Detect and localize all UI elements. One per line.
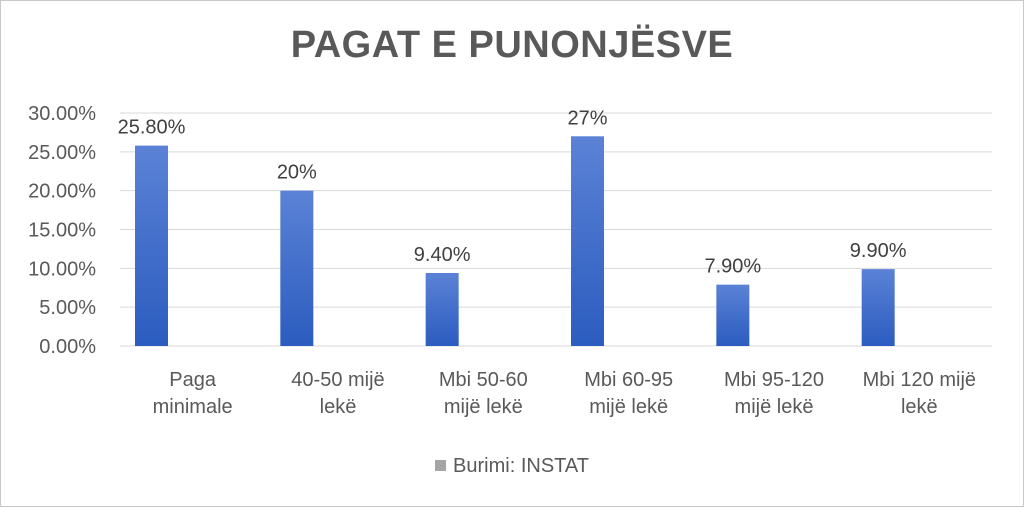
y-axis-tick-labels: 0.00% 5.00% 10.00% 15.00% 20.00% 25.00% 30.00% [28, 103, 96, 358]
bar [861, 269, 895, 346]
bars [135, 136, 895, 346]
y-tick-label: 15.00% [28, 220, 96, 242]
data-label: 27% [567, 107, 607, 129]
legend-label: Burimi: INSTAT [453, 455, 589, 477]
y-tick-label: 0.00% [39, 336, 96, 358]
y-tick-label: 10.00% [28, 258, 96, 280]
bar [425, 272, 459, 346]
y-tick-label: 5.00% [39, 297, 96, 319]
data-label: 9.40% [414, 244, 471, 266]
x-tick-label: Mbi 95-120 mijë lekë [724, 369, 824, 418]
y-tick-label: 20.00% [28, 181, 96, 203]
data-label: 7.90% [704, 256, 761, 278]
x-tick-label: Mbi 60-95 mijë lekë [584, 369, 673, 418]
data-labels: 25.80% 20% 9.40% 27% 7.90% 9.90% [118, 107, 907, 277]
legend-swatch [435, 460, 447, 471]
x-axis-category-labels: Paga minimale 40-50 mijë lekë Mbi 50-60 mijë … [153, 369, 976, 418]
bar [716, 284, 750, 346]
data-label: 20% [277, 162, 317, 184]
bar [280, 190, 314, 346]
x-tick-label: Mbi 120 mijë lekë [863, 369, 976, 418]
x-tick-label: Mbi 50-60 mijë lekë [439, 369, 528, 418]
data-label: 25.80% [118, 117, 186, 139]
x-tick-label: 40-50 mijë lekë [291, 369, 384, 418]
bar [571, 136, 604, 346]
x-tick-label: Paga minimale [153, 369, 233, 418]
data-label: 9.90% [850, 240, 907, 262]
gridlines [120, 112, 992, 347]
legend: Burimi: INSTAT [0, 455, 1024, 478]
y-tick-label: 30.00% [28, 103, 96, 125]
bar [135, 145, 168, 346]
y-tick-label: 25.00% [28, 142, 96, 164]
chart-title: PAGAT E PUNONJËSVE [290, 24, 734, 66]
